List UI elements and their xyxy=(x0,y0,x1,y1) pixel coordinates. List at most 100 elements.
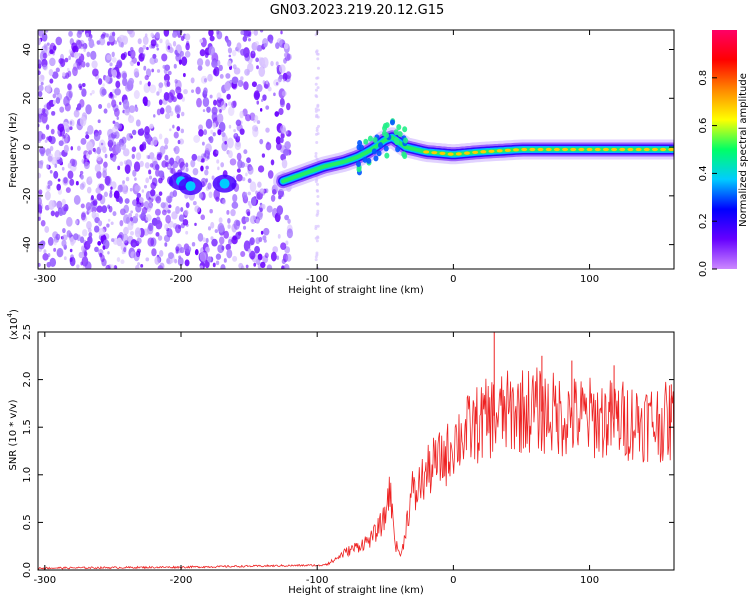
spectrogram-noise-point xyxy=(146,46,149,51)
spectrogram-noise-point xyxy=(243,47,250,58)
spectrogram-noise-point xyxy=(233,67,241,75)
spectrogram-noise-point xyxy=(38,30,44,37)
spectrogram-trace-peak xyxy=(447,152,454,156)
spectrogram-noise-point xyxy=(103,108,108,114)
spectrogram-noise-point xyxy=(258,56,263,63)
spectrogram-noise-point xyxy=(265,105,270,110)
spectrogram-noise-point xyxy=(204,150,211,159)
spectrogram-noise-point xyxy=(122,148,130,157)
spectrogram-noise-point xyxy=(166,228,173,238)
spectrogram-noise-point xyxy=(234,140,242,151)
spectrogram-noise-point xyxy=(263,227,270,236)
spectrogram-noise-point xyxy=(103,191,108,198)
spectrogram-noise-point xyxy=(109,192,113,198)
spectrogram-noise-point xyxy=(191,153,198,161)
spectrogram-noise-point xyxy=(242,30,249,37)
spectrogram-noise-point xyxy=(215,253,222,260)
snr-x-tick-label: 0 xyxy=(450,575,456,586)
spectrogram-noise-point xyxy=(221,245,225,251)
spectrogram-noise-point xyxy=(231,50,237,57)
spectrogram-trace-spread xyxy=(403,137,409,144)
spectrogram-noise-point xyxy=(100,142,104,146)
spectrogram-noise-point xyxy=(136,192,142,198)
spectrogram-noise-point xyxy=(125,176,130,182)
spectrogram-noise-point xyxy=(118,61,123,67)
spectrogram-noise-point xyxy=(69,126,73,131)
spectrogram-noise-point xyxy=(227,137,234,149)
spectrogram-noise-point xyxy=(123,247,127,253)
spectrogram-trace-peak xyxy=(562,147,569,152)
spectrogram-blob-core xyxy=(219,178,230,189)
spectrogram-noise-point xyxy=(94,163,102,173)
spectrogram-noise-point xyxy=(79,170,84,175)
spectrogram-noise-point xyxy=(192,200,197,206)
spectrogram-noise-point xyxy=(118,34,126,43)
spectrogram-noise-point xyxy=(279,137,284,144)
spectrogram-noise-point xyxy=(216,159,220,164)
spectrogram-noise-point xyxy=(38,70,41,76)
snr-y-tick-label: 2.5 xyxy=(22,324,33,340)
spectrogram-noise-point xyxy=(114,40,117,45)
spectrogram-noise-point xyxy=(49,169,53,174)
spectrogram-trace-spread xyxy=(363,138,369,145)
spectrogram-noise-point xyxy=(173,145,180,155)
spectrogram-noise-point xyxy=(141,54,145,58)
spectrogram-noise-point xyxy=(216,92,222,100)
spectrogram-noise-point xyxy=(240,76,244,81)
spectrogram-noise-point xyxy=(49,145,54,152)
spectrogram-noise-point xyxy=(178,59,182,65)
spectrogram-noise-point xyxy=(227,47,233,54)
spectrogram-noise-point xyxy=(110,186,113,190)
spectrogram-noise-point xyxy=(190,77,195,84)
spectrogram-noise-point xyxy=(155,232,160,237)
spectrogram-noise-point xyxy=(51,110,56,116)
spectrogram-noise-point xyxy=(66,67,70,72)
spectrogram-noise-point xyxy=(93,132,101,142)
spectrogram-noise-point xyxy=(43,43,48,49)
spectrogram-noise-point xyxy=(114,87,121,96)
spectrogram-noise-point xyxy=(38,138,41,144)
spectrogram-noise-point xyxy=(178,255,182,259)
spectrogram-noise-point xyxy=(39,160,44,165)
spectrogram-noise-point xyxy=(126,133,132,141)
spectrogram-y-tick-label: -20 xyxy=(22,188,33,204)
spectrogram-noise-point xyxy=(281,90,287,97)
spectrogram-noise-point xyxy=(156,153,162,161)
spectrogram-noise-point xyxy=(129,46,134,53)
spectrogram-noise-point xyxy=(53,170,59,179)
spectrogram-noise-point xyxy=(38,216,41,221)
spectrogram-trace-peak xyxy=(513,148,520,152)
spectrogram-noise-point xyxy=(185,33,191,41)
spectrogram-noise-point xyxy=(104,175,111,186)
snr-y-tick-label: 1.0 xyxy=(22,467,33,483)
spectrogram-noise-point xyxy=(167,209,171,214)
spectrogram-noise-point xyxy=(231,201,239,209)
spectrogram-noise-point xyxy=(56,183,61,191)
snr-y-tick-label: 1.5 xyxy=(22,419,33,435)
spectrogram-noise-point xyxy=(147,204,153,210)
spectrogram-noise-point xyxy=(155,196,162,204)
spectrogram-noise-point xyxy=(173,63,177,69)
spectrogram-noise-point xyxy=(137,38,142,45)
spectrogram-noise-point xyxy=(142,44,147,50)
spectrogram-noise-point xyxy=(96,155,102,162)
spectrogram-noise-point xyxy=(315,52,319,56)
spectrogram-noise-point xyxy=(137,262,141,266)
spectrogram-trace-spread xyxy=(383,145,389,152)
spectrogram-noise-point xyxy=(87,124,94,135)
spectrogram-noise-point xyxy=(181,111,185,117)
spectrogram-noise-point xyxy=(156,69,161,73)
spectrogram-noise-point xyxy=(254,40,260,47)
spectrogram-noise-point xyxy=(316,86,320,90)
spectrogram-noise-point xyxy=(249,112,256,121)
spectrogram-noise-point xyxy=(315,141,319,145)
snr-frame xyxy=(37,331,675,571)
spectrogram-noise-point xyxy=(270,251,277,262)
spectrogram-noise-point xyxy=(111,31,116,37)
snr-multiplier-base: (x10 xyxy=(9,317,20,340)
spectrogram-noise-point xyxy=(210,236,214,241)
spectrogram-noise-point xyxy=(38,189,43,195)
spectrogram-noise-point xyxy=(228,54,232,58)
spectrogram-noise-point xyxy=(212,132,216,137)
spectrogram-noise-point xyxy=(265,142,272,151)
